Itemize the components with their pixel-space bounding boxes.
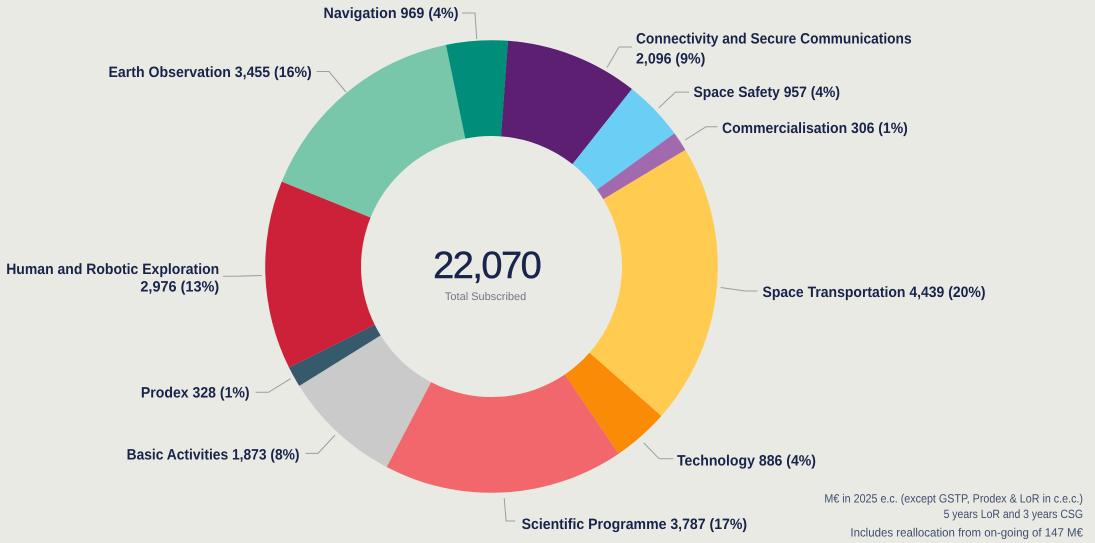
- svg-text:M€ in 2025 e.c. (except GSTP,: M€ in 2025 e.c. (except GSTP, Prodex & L…: [824, 492, 1083, 506]
- svg-text:Technology 886 (4%): Technology 886 (4%): [677, 453, 816, 470]
- svg-text:Prodex 328 (1%): Prodex 328 (1%): [141, 384, 250, 401]
- svg-text:Includes reallocation from on-: Includes reallocation from on-going of 1…: [850, 526, 1083, 540]
- svg-text:Scientific Programme 3,787 (17: Scientific Programme 3,787 (17%): [522, 516, 748, 533]
- svg-text:Space Transportation 4,439 (20: Space Transportation 4,439 (20%): [763, 284, 986, 301]
- svg-text:Basic Activities 1,873 (8%): Basic Activities 1,873 (8%): [127, 447, 300, 464]
- svg-text:Earth Observation 3,455 (16%): Earth Observation 3,455 (16%): [109, 64, 312, 81]
- svg-text:Total Subscribed: Total Subscribed: [445, 291, 526, 303]
- svg-text:5 years LoR and 3 years CSG: 5 years LoR and 3 years CSG: [944, 507, 1083, 521]
- svg-text:Navigation 969 (4%): Navigation 969 (4%): [324, 5, 459, 22]
- svg-text:2,976 (13%): 2,976 (13%): [140, 278, 219, 295]
- svg-text:Commercialisation 306 (1%): Commercialisation 306 (1%): [722, 120, 908, 137]
- svg-text:Connectivity and Secure Commun: Connectivity and Secure Communications: [636, 31, 912, 48]
- svg-text:2,096 (9%): 2,096 (9%): [636, 51, 705, 68]
- svg-text:Human and Robotic Exploration: Human and Robotic Exploration: [6, 261, 219, 278]
- svg-text:22,070: 22,070: [433, 245, 541, 287]
- svg-text:Space Safety 957 (4%): Space Safety 957 (4%): [694, 84, 841, 101]
